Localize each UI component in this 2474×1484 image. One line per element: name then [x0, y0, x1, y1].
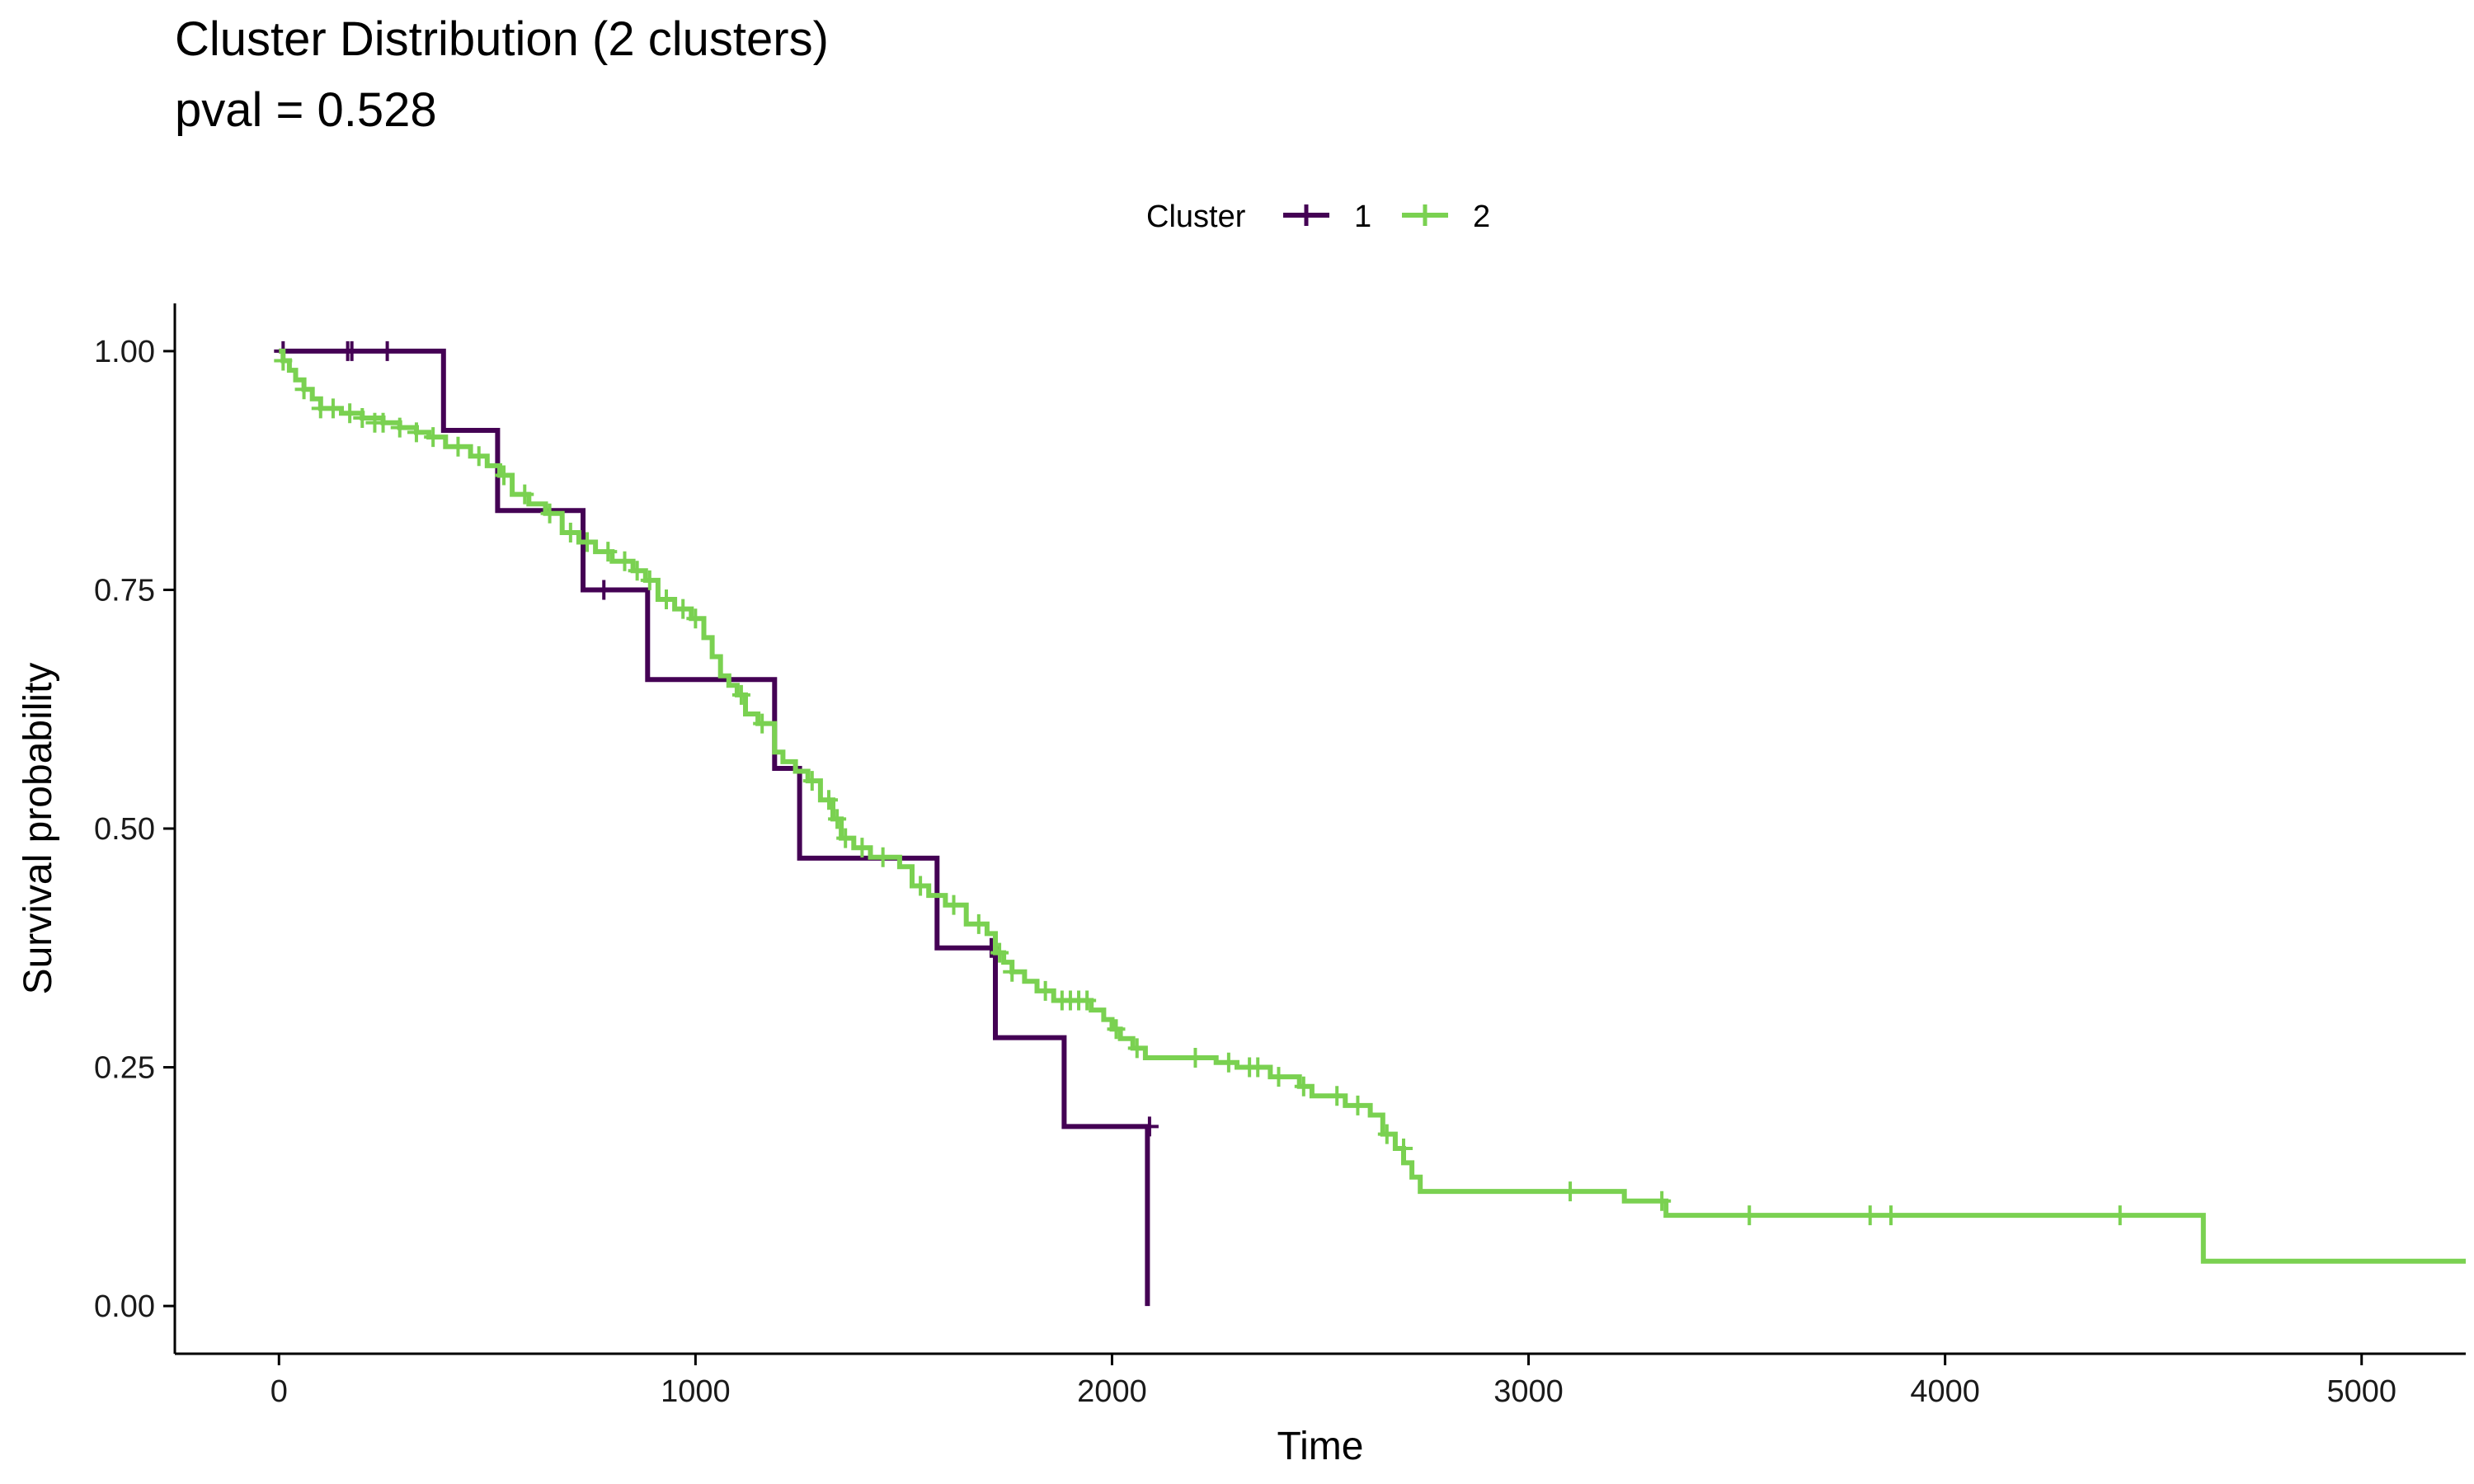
- series-layer: [274, 340, 2466, 1307]
- censor-mark-2: [911, 876, 930, 896]
- series-line-1: [279, 348, 1150, 1307]
- censor-mark-2: [294, 379, 313, 400]
- legend: Cluster 1 2: [1146, 200, 1490, 234]
- chart-subtitle: pval = 0.528: [175, 83, 437, 137]
- censor-mark-2: [1395, 1138, 1413, 1158]
- censor-mark-2: [341, 403, 360, 424]
- series-line-2: [279, 348, 2466, 1264]
- censor-mark-2: [540, 503, 559, 524]
- censor-mark-2: [969, 913, 988, 934]
- censor-mark-2: [1269, 1067, 1288, 1087]
- y-tick-label: 0.50: [94, 812, 155, 847]
- x-tick-label: 4000: [1910, 1374, 1980, 1409]
- censor-mark-2: [657, 589, 676, 610]
- y-tick-label: 0.00: [94, 1289, 155, 1324]
- censor-mark-2: [1186, 1047, 1205, 1068]
- censor-mark-2: [944, 895, 963, 915]
- legend-title: Cluster: [1146, 200, 1246, 234]
- censor-mark-2: [836, 828, 855, 848]
- censor-mark-2: [495, 465, 514, 486]
- legend-entry-2: 2: [1402, 200, 1490, 234]
- censor-mark-2: [1348, 1095, 1367, 1115]
- censor-mark-2: [628, 561, 647, 581]
- censor-mark-2: [469, 446, 488, 467]
- censor-mark-2: [1249, 1057, 1268, 1078]
- censor-mark-2: [374, 412, 393, 433]
- censor-mark-2: [828, 809, 847, 829]
- censor-mark-2: [1653, 1190, 1672, 1211]
- censor-mark-2: [1107, 1019, 1126, 1040]
- y-tick-label: 0.75: [94, 573, 155, 608]
- censor-mark-2: [1860, 1205, 1879, 1226]
- x-axis-label: Time: [1277, 1425, 1364, 1468]
- censor-mark-2: [1561, 1181, 1580, 1202]
- censor-mark-2: [1003, 961, 1022, 982]
- censor-mark-1: [595, 580, 614, 600]
- x-tick-label: 3000: [1493, 1374, 1564, 1409]
- censor-mark-2: [640, 570, 659, 590]
- censor-mark-2: [515, 484, 534, 505]
- censor-mark-2: [274, 350, 293, 371]
- censor-mark-2: [802, 771, 821, 791]
- x-tick-label: 2000: [1077, 1374, 1147, 1409]
- censor-mark-1: [342, 340, 361, 361]
- censor-mark-2: [615, 551, 634, 571]
- legend-label-1: 1: [1354, 200, 1371, 234]
- censor-mark-2: [873, 847, 892, 867]
- censor-mark-2: [1078, 990, 1097, 1011]
- censor-mark-2: [819, 790, 838, 810]
- censor-mark-2: [1036, 980, 1055, 1001]
- censor-mark-2: [1881, 1205, 1900, 1226]
- censor-mark-2: [390, 417, 409, 438]
- censor-mark-2: [323, 398, 342, 419]
- censor-mark-2: [353, 407, 372, 428]
- legend-entry-1: 1: [1283, 200, 1371, 234]
- censor-mark-2: [1328, 1086, 1347, 1106]
- censor-mark-2: [686, 608, 705, 629]
- x-tick-label: 5000: [2326, 1374, 2396, 1409]
- censor-mark-2: [599, 542, 618, 562]
- censor-mark-1: [378, 340, 397, 361]
- censor-mark-2: [990, 942, 1009, 963]
- censor-mark-2: [407, 422, 426, 443]
- censor-mark-2: [753, 713, 772, 734]
- series-2: [274, 348, 2466, 1264]
- x-tick-label: 1000: [661, 1374, 731, 1409]
- axes: 0 1000 2000 3000 4000 5000 0.00 0.25 0.50 0.75 1.0…: [16, 303, 2466, 1468]
- x-tick-label: 0: [270, 1374, 288, 1409]
- censor-mark-2: [853, 838, 872, 858]
- censor-mark-2: [424, 427, 443, 448]
- censor-mark-2: [1377, 1124, 1396, 1144]
- censor-mark-2: [561, 522, 580, 542]
- series-1: [274, 340, 1159, 1307]
- censor-mark-2: [449, 436, 468, 457]
- y-tick-label: 0.25: [94, 1051, 155, 1086]
- censor-mark-2: [1740, 1205, 1759, 1226]
- censor-mark-2: [578, 532, 597, 552]
- censor-mark-2: [1127, 1038, 1146, 1059]
- chart-title: Cluster Distribution (2 clusters): [175, 12, 829, 66]
- censor-mark-2: [2110, 1205, 2129, 1226]
- y-axis-label: Survival probability: [16, 663, 60, 995]
- censor-mark-2: [731, 684, 750, 705]
- censor-mark-2: [1219, 1052, 1238, 1073]
- legend-label-2: 2: [1473, 200, 1490, 234]
- y-tick-label: 1.00: [94, 335, 155, 369]
- censor-mark-2: [674, 599, 693, 619]
- censor-mark-1: [1140, 1116, 1159, 1137]
- censor-mark-2: [1294, 1076, 1313, 1097]
